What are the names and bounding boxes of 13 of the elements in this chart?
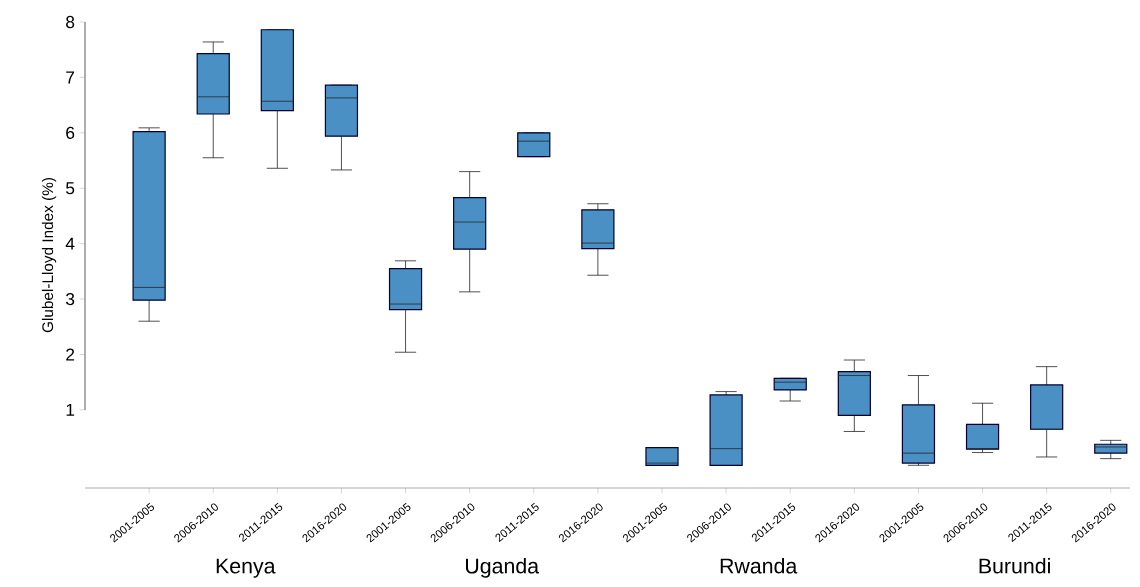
y-tick-label: 1 [66, 403, 75, 416]
y-tick-label: 3 [65, 292, 75, 306]
y-tick-label: 6 [66, 126, 75, 139]
text: Kenya [216, 558, 276, 578]
text: Rwanda [720, 557, 798, 574]
y-tick-label: 2 [66, 348, 75, 361]
y-tick-label: 4 [65, 237, 75, 250]
text: Uganda [466, 557, 540, 578]
y-tick-label: 8 [66, 15, 75, 29]
text: Burundi [979, 557, 1050, 574]
y-axis-title: Glubel-Lloyd Index (%) [41, 178, 57, 333]
y-tick-label: 7 [66, 71, 75, 84]
y-tick-label: 5 [66, 182, 75, 195]
